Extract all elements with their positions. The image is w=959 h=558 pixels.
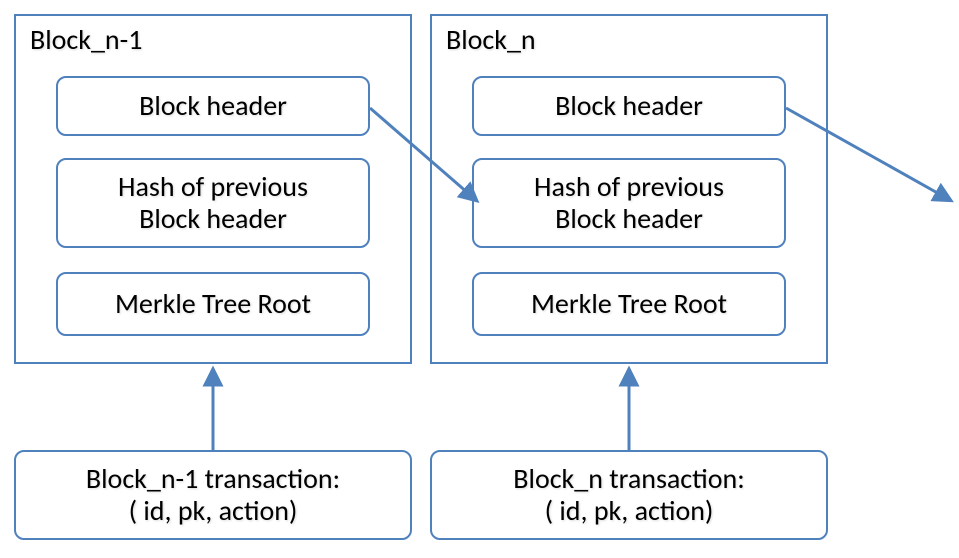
block-header-n: Block header	[472, 76, 786, 136]
tx-box-n: Block_n transaction: ( id, pk, action)	[430, 450, 828, 540]
hash-prev-n: Hash of previous Block header	[472, 158, 786, 248]
tx-n-line2: ( id, pk, action)	[545, 493, 714, 528]
tx-n-1-line1: Block_n-1 transaction:	[86, 461, 340, 496]
hash-prev-n-1: Hash of previous Block header	[56, 158, 370, 248]
tx-n-line1: Block_n transaction:	[513, 461, 744, 496]
tx-box-n-1: Block_n-1 transaction: ( id, pk, action)	[14, 450, 412, 540]
merkle-root-n: Merkle Tree Root	[472, 272, 786, 336]
tx-n-1-line2: ( id, pk, action)	[129, 493, 298, 528]
block-n-1-title: Block_n-1	[30, 22, 142, 57]
merkle-root-n-1: Merkle Tree Root	[56, 272, 370, 336]
block-n-title: Block_n	[446, 22, 536, 57]
block-header-n-1: Block header	[56, 76, 370, 136]
